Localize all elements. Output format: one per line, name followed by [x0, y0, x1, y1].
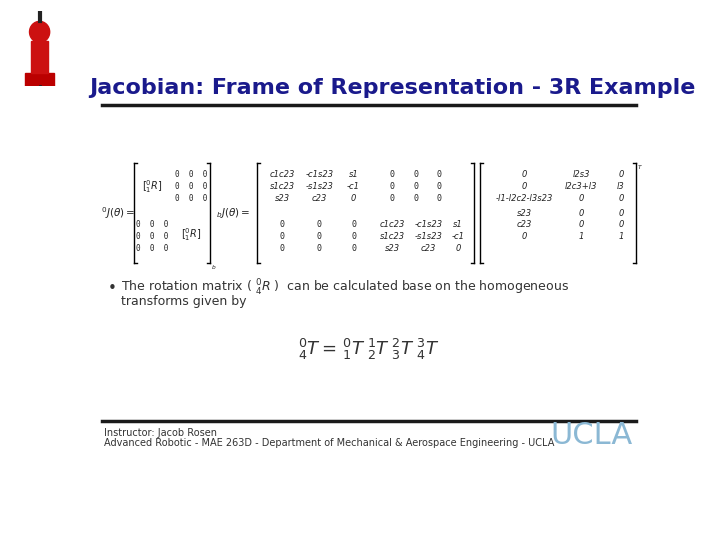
Text: 0  0  0: 0 0 0 [174, 182, 207, 191]
Text: 0: 0 [390, 193, 395, 202]
Text: 0: 0 [521, 171, 527, 179]
Text: $_bJ(\theta)=$: $_bJ(\theta)=$ [216, 206, 251, 220]
Bar [25, 73, 54, 86]
Text: $^0_4T = \,^0_1T\;^1_2T\;^2_3T\;^3_4T$: $^0_4T = \,^0_1T\;^1_2T\;^2_3T\;^3_4T$ [298, 337, 440, 362]
Text: Jacobian: Frame of Representation - 3R Example: Jacobian: Frame of Representation - 3R E… [89, 78, 696, 98]
Text: 0: 0 [456, 244, 461, 253]
Text: 0: 0 [436, 193, 441, 202]
Text: $^T$: $^T$ [637, 165, 643, 174]
Text: 0: 0 [351, 232, 356, 241]
Text: 0: 0 [413, 182, 418, 191]
Text: c23: c23 [516, 220, 531, 230]
Text: 0: 0 [390, 182, 395, 191]
Text: l2c3+l3: l2c3+l3 [565, 182, 598, 191]
Circle shape [30, 22, 50, 43]
Text: $[^0_1R]$: $[^0_1R]$ [181, 226, 201, 242]
Text: 0: 0 [618, 220, 624, 230]
Text: 0: 0 [317, 244, 322, 253]
Text: 0: 0 [413, 193, 418, 202]
Text: 0: 0 [279, 244, 284, 253]
Text: 0: 0 [390, 171, 395, 179]
Text: 0: 0 [618, 171, 624, 179]
Text: l3: l3 [617, 182, 625, 191]
Text: -s1s23: -s1s23 [305, 182, 333, 191]
Text: c1c23: c1c23 [269, 171, 295, 179]
Text: 0: 0 [351, 193, 356, 202]
Text: $[^0_1R]$: $[^0_1R]$ [142, 178, 162, 195]
Text: l2s3: l2s3 [572, 171, 590, 179]
Text: 0: 0 [436, 171, 441, 179]
Text: Instructor: Jacob Rosen: Instructor: Jacob Rosen [104, 428, 217, 438]
Text: 0: 0 [317, 232, 322, 241]
Text: -c1: -c1 [451, 232, 464, 241]
Text: -s1s23: -s1s23 [415, 232, 443, 241]
Text: -c1s23: -c1s23 [415, 220, 443, 230]
Text: 0: 0 [618, 193, 624, 202]
Text: -c1s23: -c1s23 [305, 171, 333, 179]
Text: s23: s23 [384, 244, 400, 253]
Text: s1c23: s1c23 [269, 182, 294, 191]
Text: 0: 0 [279, 232, 284, 241]
Text: 0: 0 [618, 209, 624, 218]
Text: 0: 0 [317, 220, 322, 230]
Text: $^0J(\theta)=$: $^0J(\theta)=$ [101, 206, 135, 221]
Text: -l1-l2c2-l3s23: -l1-l2c2-l3s23 [495, 193, 553, 202]
Text: 0: 0 [279, 220, 284, 230]
Text: •: • [107, 281, 116, 295]
Text: s23: s23 [516, 209, 531, 218]
Text: c23: c23 [312, 193, 327, 202]
Text: transforms given by: transforms given by [121, 295, 246, 308]
Text: s1: s1 [454, 220, 463, 230]
Text: 0: 0 [413, 171, 418, 179]
Text: 0: 0 [351, 220, 356, 230]
Text: 1: 1 [579, 232, 584, 241]
Text: 0: 0 [579, 209, 584, 218]
Text: 0: 0 [521, 182, 527, 191]
Text: 0: 0 [351, 244, 356, 253]
Text: The rotation matrix ( $^0_4R$ )  can be calculated base on the homogeneous: The rotation matrix ( $^0_4R$ ) can be c… [121, 278, 569, 298]
Text: UCLA: UCLA [550, 421, 632, 450]
Text: -c1: -c1 [347, 182, 360, 191]
Text: 0  0  0: 0 0 0 [174, 171, 207, 179]
Text: 0: 0 [436, 182, 441, 191]
Text: 0  0  0: 0 0 0 [174, 193, 207, 202]
Text: c23: c23 [421, 244, 436, 253]
Text: 0  0  0: 0 0 0 [136, 232, 168, 241]
Text: s1: s1 [348, 171, 359, 179]
Text: $_b$: $_b$ [211, 264, 217, 273]
Text: s23: s23 [274, 193, 289, 202]
Text: c1c23: c1c23 [379, 220, 405, 230]
Text: 1: 1 [618, 232, 624, 241]
Text: Advanced Robotic - MAE 263D - Department of Mechanical & Aerospace Engineering -: Advanced Robotic - MAE 263D - Department… [104, 438, 554, 448]
Text: 0: 0 [579, 193, 584, 202]
Text: 0  0  0: 0 0 0 [136, 220, 168, 230]
Text: 0: 0 [579, 220, 584, 230]
Text: 0: 0 [521, 232, 527, 241]
Text: 0  0  0: 0 0 0 [136, 244, 168, 253]
Text: s1c23: s1c23 [379, 232, 405, 241]
Bar [31, 41, 48, 73]
